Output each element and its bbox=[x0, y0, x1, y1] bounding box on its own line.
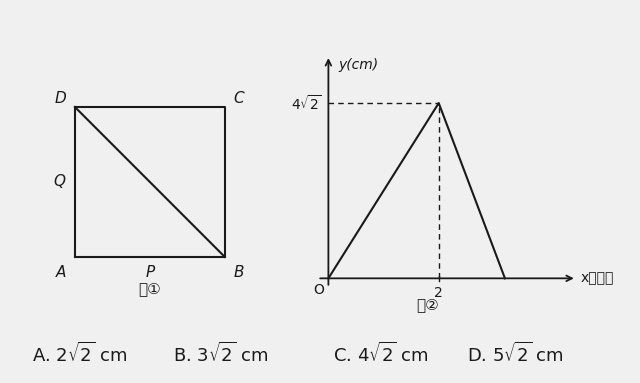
Text: O: O bbox=[313, 283, 324, 297]
Text: B. $3\sqrt{2}$ cm: B. $3\sqrt{2}$ cm bbox=[173, 342, 268, 367]
Text: $4\sqrt{2}$: $4\sqrt{2}$ bbox=[291, 93, 322, 113]
Text: A. $2\sqrt{2}$ cm: A. $2\sqrt{2}$ cm bbox=[32, 342, 127, 367]
Text: D: D bbox=[54, 91, 67, 106]
Text: y(cm): y(cm) bbox=[339, 58, 378, 72]
Text: A: A bbox=[56, 265, 66, 280]
Text: x（秒）: x（秒） bbox=[581, 271, 614, 285]
Text: P: P bbox=[145, 265, 154, 280]
Text: D. $5\sqrt{2}$ cm: D. $5\sqrt{2}$ cm bbox=[467, 342, 564, 367]
Text: B: B bbox=[234, 265, 244, 280]
Text: 图②: 图② bbox=[417, 298, 439, 313]
Text: 图①: 图① bbox=[138, 282, 161, 296]
Text: Q: Q bbox=[53, 175, 65, 190]
Text: C. $4\sqrt{2}$ cm: C. $4\sqrt{2}$ cm bbox=[333, 342, 428, 367]
Text: 2: 2 bbox=[435, 286, 443, 300]
Text: C: C bbox=[234, 91, 244, 106]
